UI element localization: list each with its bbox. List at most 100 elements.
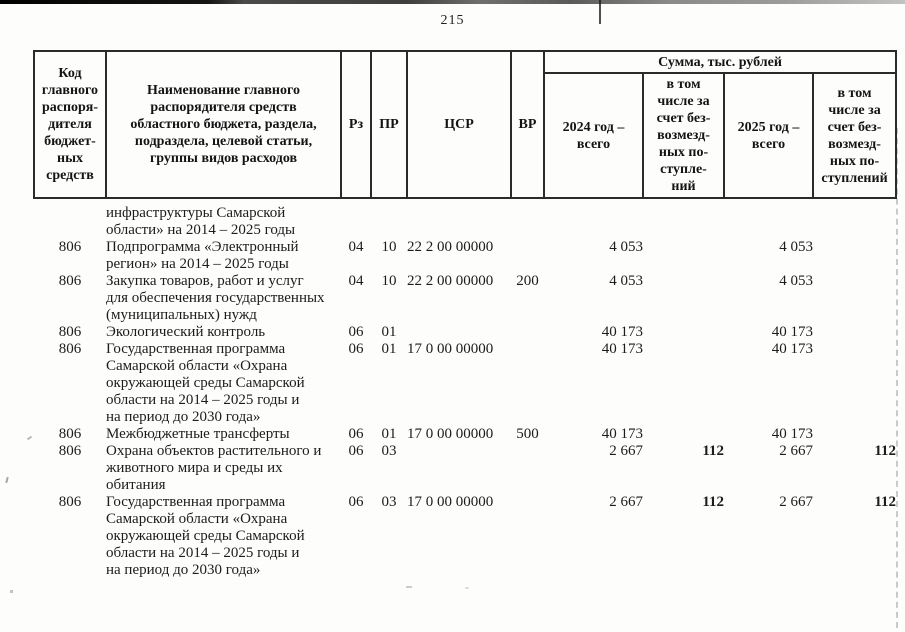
- cell-vr: [511, 324, 544, 341]
- cell-2024-total: 40 173: [601, 426, 643, 442]
- cell-name: Закупка товаров, работ и услуг для обесп…: [106, 273, 325, 323]
- cell-2024-incl: [643, 273, 724, 324]
- page-number: 215: [440, 13, 465, 28]
- header-vr: ВР: [510, 50, 545, 199]
- cell-rz: 04: [348, 239, 364, 255]
- cell-csr: [407, 443, 511, 494]
- cell-rz: 06: [348, 426, 364, 442]
- table-row: инфраструктуры Самарской области» на 201…: [34, 198, 896, 239]
- cell-2024-incl: [643, 341, 724, 426]
- table-row: 806 Закупка товаров, работ и услуг для о…: [34, 273, 896, 324]
- cell-2025-incl: 112: [874, 494, 897, 510]
- cell-2024-incl: 112: [702, 494, 724, 510]
- cell-2024-total: 40 173: [601, 324, 643, 340]
- cell-name: Подпрограмма «Электронный регион» на 201…: [106, 239, 299, 272]
- cell-vr: [511, 239, 544, 273]
- budget-table: Код главного распоря- дителя бюджет- ных…: [33, 50, 898, 579]
- cell-2024-incl: [643, 324, 724, 341]
- cell-2025-total: 4 053: [779, 239, 813, 255]
- cell-2025-incl: [813, 324, 896, 341]
- cell-code: 806: [58, 324, 82, 340]
- table-header: Код главного распоря- дителя бюджет- ных…: [33, 50, 898, 199]
- cell-name: Экологический контроль: [106, 324, 266, 340]
- cell-csr: 17 0 00 00000: [407, 341, 494, 357]
- header-code: Код главного распоря- дителя бюджет- ных…: [33, 50, 107, 199]
- cell-vr: 500: [516, 426, 539, 442]
- cell-2024-incl: [643, 239, 724, 273]
- cell-rz: 06: [348, 341, 364, 357]
- cell-rz: [341, 198, 371, 239]
- header-2025-total: 2025 год – всего: [723, 72, 814, 199]
- cell-rz: 06: [348, 494, 364, 510]
- cell-pr: 01: [381, 324, 397, 340]
- cell-code: 806: [58, 443, 82, 459]
- cell-name: Межбюджетные трансферты: [106, 426, 290, 442]
- table-row: 806 Подпрограмма «Электронный регион» на…: [34, 239, 896, 273]
- cell-2024-incl: [643, 198, 724, 239]
- table-row: 806 Межбюджетные трансферты 06 01 17 0 0…: [34, 426, 896, 443]
- scan-artifact-top-bar: [0, 0, 905, 4]
- cell-pr: 03: [381, 443, 397, 459]
- cell-name: инфраструктуры Самарской области» на 201…: [106, 205, 296, 238]
- cell-2024-total: [544, 198, 643, 239]
- cell-2025-total: 4 053: [779, 273, 813, 289]
- cell-name: Охрана объектов растительного и животног…: [106, 443, 322, 493]
- cell-rz: 06: [348, 443, 364, 459]
- table-row: 806 Охрана объектов растительного и живо…: [34, 443, 896, 494]
- header-2024-incl: в том числе за счет без- возмезд- ных по…: [642, 72, 725, 199]
- cell-2025-incl: [813, 239, 896, 273]
- cell-csr: 17 0 00 00000: [407, 426, 494, 442]
- scan-speck: [5, 476, 9, 484]
- cell-pr: 01: [381, 426, 397, 442]
- cell-2024-incl: 112: [702, 443, 724, 459]
- cell-code: 806: [58, 273, 82, 289]
- scan-speck: [26, 435, 33, 441]
- cell-vr: [511, 443, 544, 494]
- header-2024-total: 2024 год – всего: [543, 72, 644, 199]
- cell-pr: 01: [381, 341, 397, 357]
- scan-artifact-right-edge: [896, 128, 898, 628]
- cell-vr: [511, 341, 544, 426]
- cell-csr: 22 2 00 00000: [407, 239, 494, 255]
- cell-code: 806: [58, 341, 82, 357]
- cell-2024-total: 2 667: [609, 494, 643, 510]
- cell-2025-total: 40 173: [771, 324, 813, 340]
- cell-code: 806: [58, 494, 82, 510]
- scan-speck: [10, 590, 13, 593]
- cell-2025-total: 40 173: [771, 426, 813, 442]
- cell-vr: 200: [516, 273, 539, 289]
- scan-artifact-top-tick: [599, 0, 601, 24]
- cell-2024-total: 4 053: [609, 239, 643, 255]
- scan-speck: [406, 586, 412, 588]
- cell-vr: [511, 198, 544, 239]
- cell-csr: [407, 198, 511, 239]
- cell-pr: 10: [381, 273, 397, 289]
- cell-rz: 04: [348, 273, 364, 289]
- cell-name: Государственная программа Самарской обла…: [106, 494, 305, 578]
- cell-csr: 22 2 00 00000: [407, 273, 494, 289]
- cell-2024-total: 40 173: [601, 341, 643, 357]
- cell-2025-incl: [813, 198, 896, 239]
- cell-pr: 10: [381, 239, 397, 255]
- cell-vr: [511, 494, 544, 579]
- header-2025-incl: в том числе за счет без- возмезд- ных по…: [811, 72, 898, 199]
- scan-speck: [465, 587, 469, 589]
- cell-2025-total: 2 667: [779, 443, 813, 459]
- header-pr: ПР: [370, 50, 408, 199]
- cell-code: [34, 198, 106, 239]
- cell-2025-total: [724, 198, 813, 239]
- table-body: инфраструктуры Самарской области» на 201…: [34, 198, 896, 579]
- cell-2025-incl: [813, 273, 896, 324]
- cell-pr: [371, 198, 407, 239]
- cell-2024-total: 4 053: [609, 273, 643, 289]
- table-row: 806 Экологический контроль 06 01 40 173 …: [34, 324, 896, 341]
- cell-csr: [407, 324, 511, 341]
- cell-2025-incl: [813, 426, 896, 443]
- header-name: Наименование главного распорядителя сред…: [105, 50, 342, 199]
- table-row: 806 Государственная программа Самарской …: [34, 341, 896, 426]
- cell-2025-total: 40 173: [771, 341, 813, 357]
- table-row: 806 Государственная программа Самарской …: [34, 494, 896, 579]
- cell-name: Государственная программа Самарской обла…: [106, 341, 305, 425]
- cell-2025-incl: 112: [874, 443, 897, 459]
